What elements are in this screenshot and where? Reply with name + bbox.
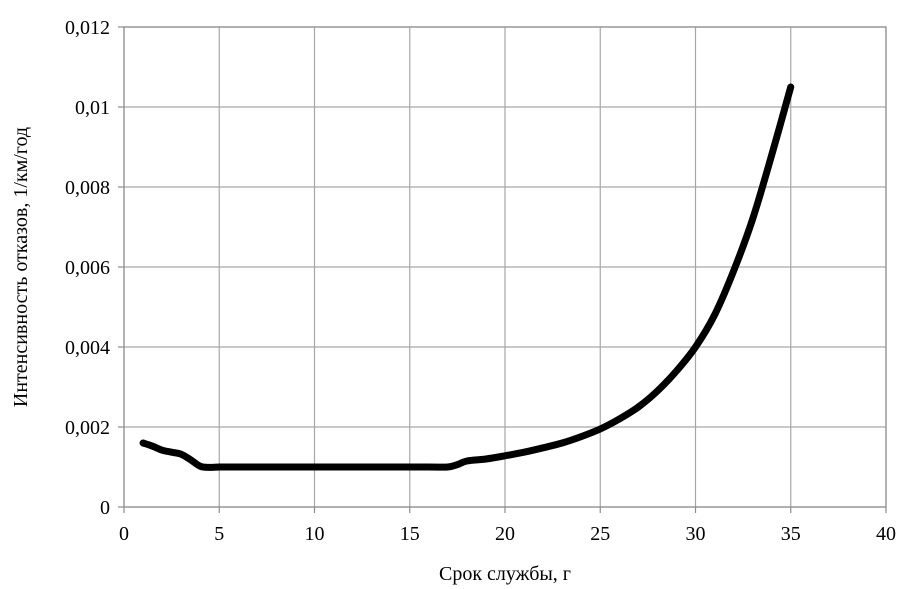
x-tick-label: 35	[781, 523, 801, 545]
x-tick-label: 15	[400, 523, 420, 545]
series-layer	[139, 83, 795, 471]
series-line	[139, 83, 795, 471]
x-axis-label: Срок службы, г	[439, 563, 571, 585]
y-tick-label: 0,012	[65, 17, 110, 39]
y-tick-label: 0,006	[65, 257, 110, 279]
x-tick-label: 0	[119, 523, 129, 545]
x-tick-label: 30	[686, 523, 706, 545]
y-tick-label: 0,008	[65, 177, 110, 199]
y-axis-ticks: 0 0,002 0,004 0,006 0,008 0,01 0,012	[65, 17, 124, 519]
gridlines	[123, 26, 887, 508]
x-tick-label: 5	[214, 523, 224, 545]
x-axis-ticks: 0 5 10 15 20 25 30 35 40	[119, 507, 896, 545]
y-tick-label: 0,01	[75, 97, 110, 119]
x-tick-label: 10	[305, 523, 325, 545]
y-axis-label: Интенсивность отказов, 1/км/год	[10, 127, 32, 407]
y-tick-label: 0,004	[65, 337, 110, 359]
y-tick-label: 0,002	[65, 417, 110, 439]
y-tick-label: 0	[100, 497, 110, 519]
x-tick-label: 25	[590, 523, 610, 545]
x-tick-label: 20	[495, 523, 515, 545]
x-tick-label: 40	[876, 523, 896, 545]
